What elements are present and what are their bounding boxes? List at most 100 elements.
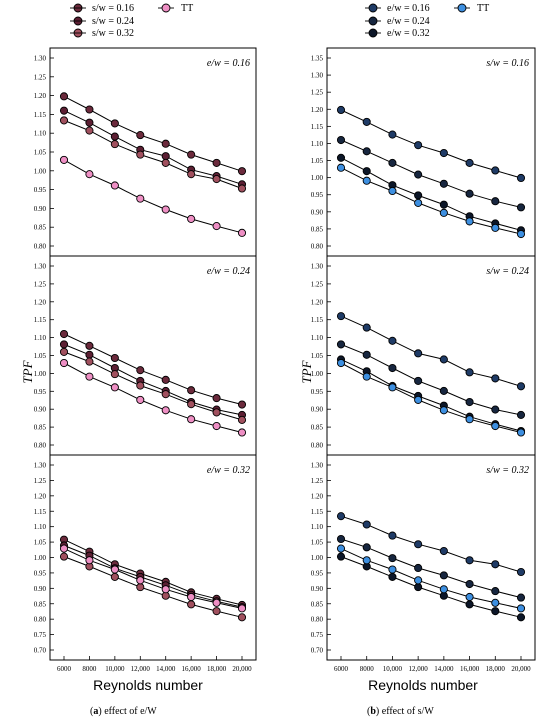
y-tick-label: 1.05: [311, 352, 324, 360]
y-axis-title-a: TPF: [20, 359, 35, 383]
data-point: [237, 428, 247, 437]
y-tick-label: 0.70: [311, 647, 324, 655]
data-point: [85, 170, 94, 179]
data-point: [362, 372, 371, 381]
series-line-3: [63, 556, 243, 618]
data-point: [110, 370, 119, 379]
series-line-3: [340, 358, 522, 432]
series-line-3: [63, 119, 243, 189]
y-tick-label: 0.90: [311, 406, 324, 414]
data-point: [465, 397, 474, 407]
data-point: [85, 357, 94, 366]
data-point: [110, 383, 119, 392]
x-axis-title-b: Reynolds number: [368, 677, 478, 693]
data-point: [362, 520, 371, 529]
panel-frame: [49, 454, 257, 661]
y-tick-label: 0.80: [311, 442, 324, 450]
y-tick-label: 1.20: [34, 492, 47, 500]
data-point: [362, 543, 371, 552]
y-tick-label: 1.20: [34, 92, 47, 100]
data-point: [414, 349, 423, 358]
y-tick-label: 0.90: [34, 406, 47, 414]
data-point: [336, 163, 346, 172]
y-tick-label: 1.25: [34, 280, 47, 288]
data-point: [336, 340, 346, 349]
data-point: [362, 176, 371, 185]
y-tick-label: 1.10: [311, 140, 324, 148]
y-tick-label: 1.15: [34, 508, 47, 516]
data-point: [388, 130, 397, 139]
data-point: [336, 153, 346, 162]
data-point: [491, 197, 500, 206]
x-tick-label: 8000: [360, 665, 375, 673]
x-tick-label: 8000: [82, 665, 97, 673]
data-point: [336, 552, 346, 561]
data-point: [516, 382, 526, 391]
data-point: [439, 148, 448, 158]
data-point: [161, 158, 170, 167]
y-tick-label: 0.85: [34, 224, 47, 232]
data-point: [439, 179, 448, 188]
data-point: [161, 152, 170, 161]
y-tick-label: 0.80: [311, 616, 324, 624]
y-tick-label: 0.85: [311, 600, 324, 608]
data-point: [516, 428, 526, 437]
data-point: [362, 350, 371, 359]
y-tick-label: 1.30: [311, 263, 324, 271]
data-point: [491, 166, 500, 175]
data-point: [491, 421, 500, 431]
panel-a-2: 0.80 0.85 0.90 0.95 1.00 1.05 1.10 1.15 1.20 1.25…: [34, 255, 257, 456]
x-tick-label: 18,000: [486, 665, 506, 673]
y-tick-label: 0.85: [311, 424, 324, 432]
data-point: [516, 593, 526, 602]
data-point: [465, 189, 474, 198]
data-point: [237, 604, 247, 613]
data-point: [212, 394, 221, 403]
data-point: [491, 374, 500, 383]
panel-b-3: 0.70 0.75 0.80 0.85 0.90 0.95 1.00 1.05 1.10 1.15…: [311, 454, 536, 673]
data-point: [187, 415, 196, 424]
data-point: [516, 229, 526, 239]
y-tick-label: 1.10: [34, 334, 47, 342]
panel-annotation: s/w = 0.32: [486, 465, 529, 476]
data-point: [336, 534, 346, 544]
y-tick-label: 1.10: [34, 130, 47, 138]
legend-b-label-1: e/w = 0.16: [387, 3, 430, 14]
data-point: [161, 406, 170, 415]
x-tick-label: 10,000: [105, 665, 125, 673]
data-point: [516, 173, 526, 183]
data-point: [465, 579, 474, 589]
data-point: [59, 347, 69, 356]
x-tick-label: 12,000: [131, 665, 151, 673]
y-tick-label: 1.10: [311, 334, 324, 342]
x-tick-label: 6000: [57, 665, 72, 673]
data-point: [59, 340, 69, 349]
data-point: [414, 583, 423, 592]
series-line-4: [63, 362, 243, 433]
panel-annotation: e/w = 0.24: [207, 266, 250, 277]
y-tick-label: 1.35: [311, 55, 324, 63]
data-point: [110, 181, 119, 190]
series-line-4: [340, 362, 522, 433]
data-point: [414, 540, 423, 549]
data-point: [388, 531, 397, 540]
y-tick-label: 1.30: [311, 72, 324, 80]
y-tick-label: 1.20: [311, 298, 324, 306]
data-point: [237, 613, 247, 622]
series-line-4: [63, 548, 243, 609]
panel-frame: [49, 47, 257, 257]
x-tick-label: 14,000: [434, 665, 454, 673]
data-point: [85, 372, 94, 381]
data-point: [414, 576, 423, 585]
series-line-1: [63, 333, 243, 405]
data-point: [388, 186, 397, 196]
data-point: [187, 400, 196, 409]
x-tick-label: 6000: [334, 665, 349, 673]
data-point: [491, 560, 500, 569]
data-point: [187, 170, 196, 179]
data-point: [59, 552, 69, 561]
y-tick-label: 0.90: [34, 205, 47, 213]
legend-b-label-4: TT: [477, 3, 489, 14]
panel-frame: [326, 255, 536, 456]
y-tick-label: 1.30: [311, 462, 324, 470]
